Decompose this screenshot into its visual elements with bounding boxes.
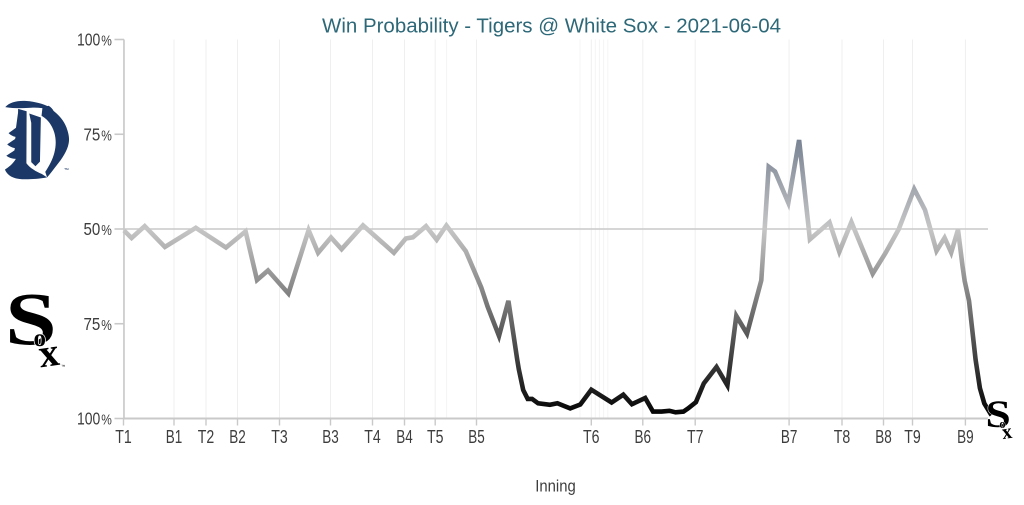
svg-text:B3: B3 (322, 427, 339, 447)
svg-text:%: % (101, 222, 112, 239)
svg-text:S: S (5, 279, 57, 362)
svg-text:B2: B2 (229, 427, 246, 447)
svg-text:%: % (101, 127, 112, 144)
svg-text:S: S (986, 393, 1011, 436)
svg-text:T1: T1 (115, 427, 132, 447)
svg-text:75: 75 (84, 314, 101, 334)
svg-text:B4: B4 (396, 427, 413, 447)
svg-text:Inning: Inning (535, 477, 576, 496)
svg-text:%: % (101, 412, 112, 429)
svg-text:x: x (1001, 420, 1014, 444)
svg-text:T6: T6 (583, 427, 600, 447)
svg-text:T8: T8 (834, 427, 851, 447)
svg-text:™: ™ (61, 364, 66, 369)
svg-text:B9: B9 (957, 427, 974, 447)
svg-text:100: 100 (77, 409, 101, 429)
svg-text:%: % (101, 33, 112, 50)
svg-text:%: % (101, 317, 112, 334)
svg-text:T2: T2 (198, 427, 215, 447)
svg-text:B7: B7 (781, 427, 798, 447)
svg-text:o: o (34, 325, 47, 352)
svg-text:B8: B8 (875, 427, 892, 447)
svg-text:T3: T3 (271, 427, 288, 447)
svg-text:50: 50 (84, 219, 101, 239)
svg-text:Win Probability - Tigers @ Whi: Win Probability - Tigers @ White Sox - 2… (322, 15, 781, 38)
svg-text:B6: B6 (635, 427, 652, 447)
svg-text:B1: B1 (166, 427, 183, 447)
svg-text:75: 75 (84, 124, 101, 144)
svg-text:T5: T5 (427, 427, 444, 447)
svg-text:™: ™ (64, 167, 69, 173)
svg-text:T9: T9 (904, 427, 921, 447)
svg-text:x: x (36, 329, 62, 376)
svg-text:T7: T7 (687, 427, 704, 447)
svg-text:T4: T4 (364, 427, 381, 447)
svg-text:100: 100 (77, 30, 101, 50)
svg-text:B5: B5 (468, 427, 485, 447)
svg-text:o: o (999, 417, 1005, 431)
